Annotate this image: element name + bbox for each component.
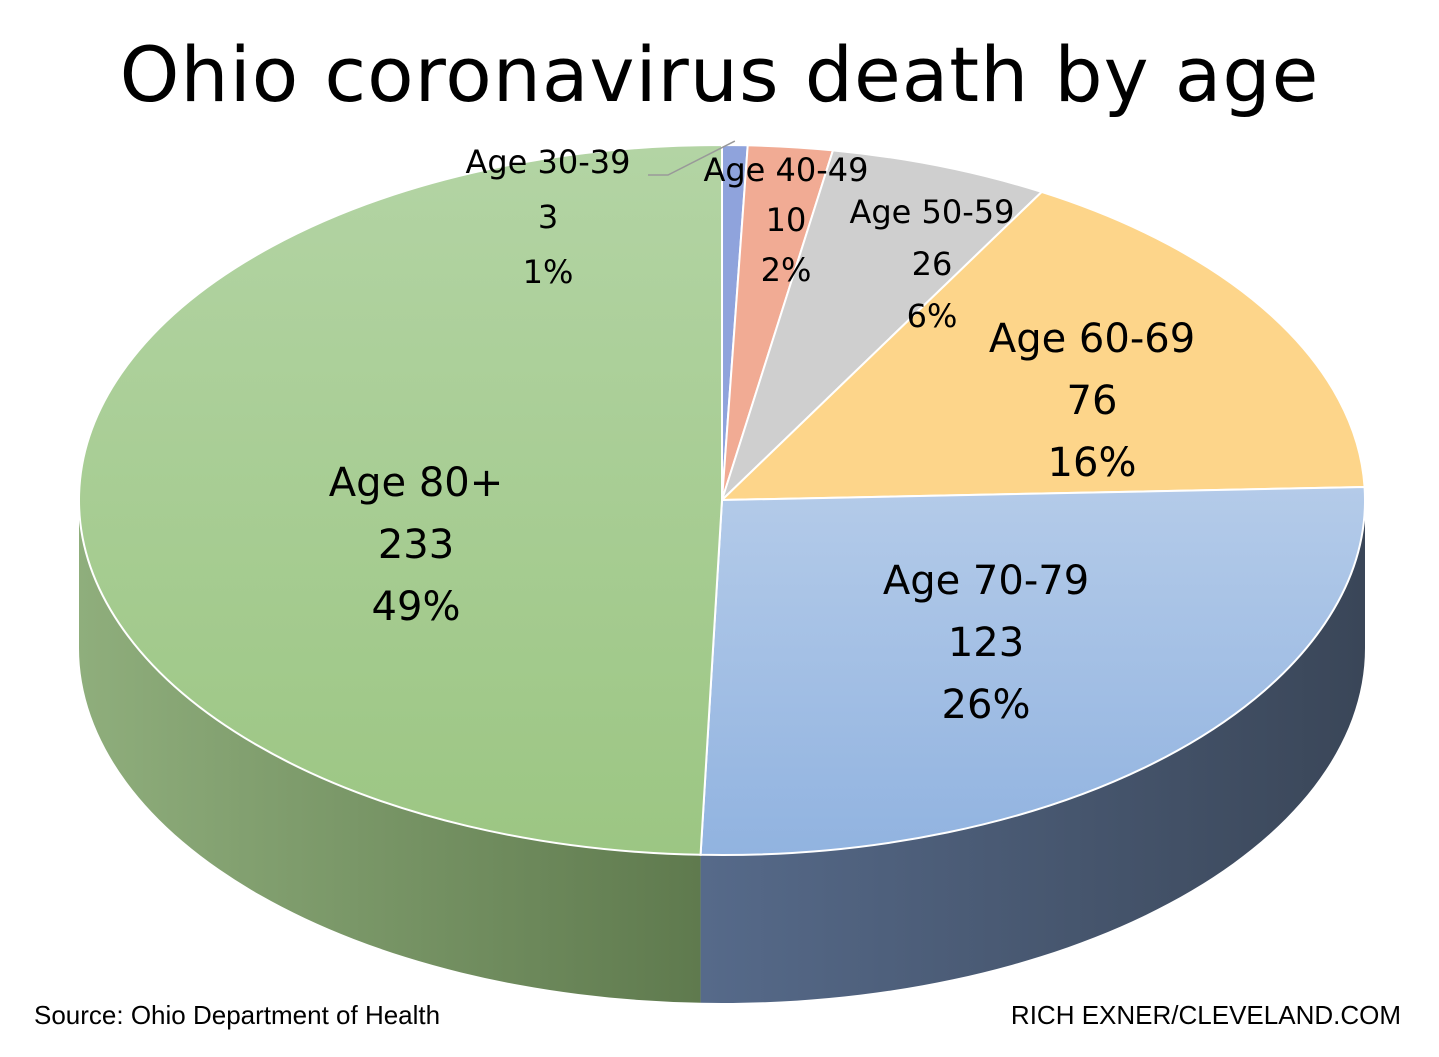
credit-note: RICH EXNER/CLEVELAND.COM (1010, 1000, 1401, 1030)
chart-title: Ohio coronavirus death by age (119, 30, 1320, 119)
pie-slice-age-70-79 (699, 485, 1366, 857)
label-age-30-39-name: Age 30-39 (465, 143, 630, 181)
pie-side-age-80- (79, 500, 701, 1003)
pie-slice-age-80- (77, 143, 723, 856)
label-age-40-49-name: Age 40-49 (703, 151, 868, 189)
label-age-60-69-name: Age 60-69 (989, 316, 1195, 362)
label-age-70-79-percent: 26% (942, 682, 1031, 728)
label-age-30-39-percent: 1% (523, 253, 574, 291)
label-age-50-59-percent: 6% (907, 297, 958, 335)
source-note: Source: Ohio Department of Health (34, 1000, 441, 1030)
pie-slice-age-60-69 (719, 190, 1366, 502)
pie-slice-age-50-59 (721, 149, 1044, 501)
label-age-50-59-value: 26 (912, 245, 953, 283)
label-age-80--value: 233 (378, 522, 454, 568)
label-age-60-69-value: 76 (1067, 378, 1118, 424)
label-age-30-39-value: 3 (538, 198, 558, 236)
label-age-40-49-value: 10 (766, 201, 807, 239)
label-age-50-59-name: Age 50-59 (849, 193, 1014, 231)
leader-line-age-30-39 (648, 140, 736, 176)
label-age-80--name: Age 80+ (329, 460, 504, 506)
label-age-70-79-name: Age 70-79 (883, 558, 1089, 604)
label-age-40-49-percent: 2% (761, 251, 812, 289)
label-age-60-69-percent: 16% (1048, 440, 1137, 486)
label-age-80--percent: 49% (372, 584, 461, 630)
label-age-70-79-value: 123 (948, 620, 1024, 666)
pie-side-age-70-79 (700, 500, 1365, 1003)
